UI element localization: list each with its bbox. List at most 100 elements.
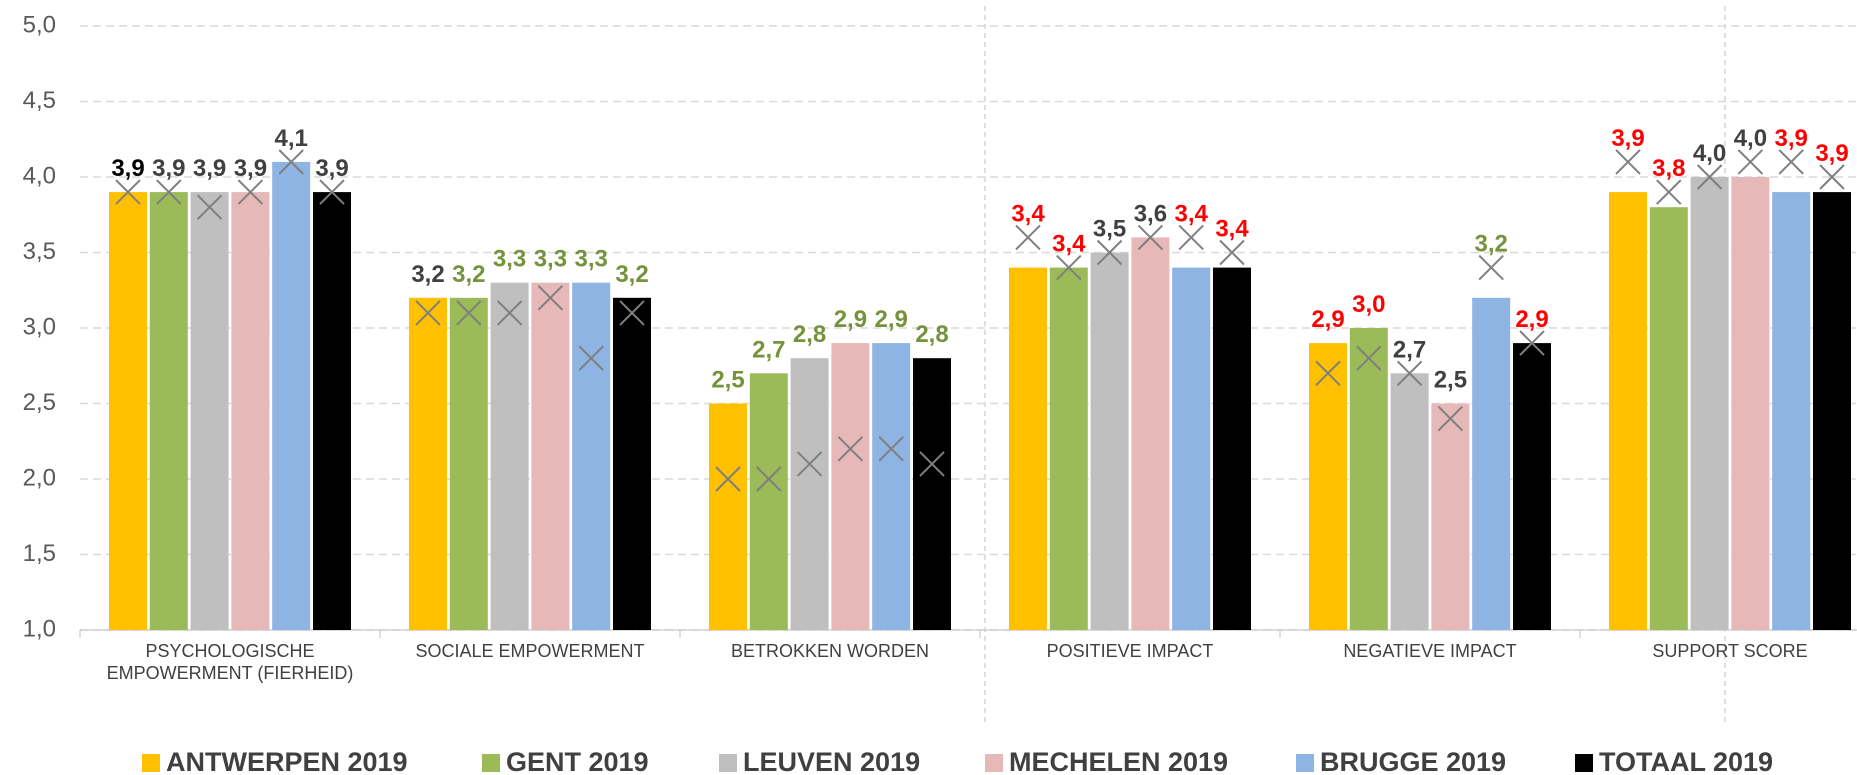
y-tick-label: 4,5 xyxy=(23,87,56,114)
marker xyxy=(1356,345,1382,371)
x-tick-label: BETROKKEN WORDEN xyxy=(730,641,930,661)
marker xyxy=(837,436,864,462)
bar xyxy=(109,192,147,630)
bar xyxy=(1690,177,1729,630)
value-label: 3,2 xyxy=(411,261,444,288)
bar xyxy=(709,403,747,630)
marker xyxy=(919,451,945,477)
marker xyxy=(1015,224,1041,251)
x-tick-label: SOCIALE EMPOWERMENT xyxy=(415,641,645,661)
value-label: 2,9 xyxy=(875,306,908,333)
bar xyxy=(409,297,447,630)
y-tick-label: 5,0 xyxy=(23,11,56,38)
y-tick-label: 1,5 xyxy=(23,540,56,567)
marker xyxy=(1137,224,1164,251)
legend-label: LEUVEN 2019 xyxy=(743,747,920,775)
marker xyxy=(1056,254,1082,281)
bar xyxy=(272,161,311,630)
value-label: 3,9 xyxy=(315,155,348,182)
marker xyxy=(496,300,523,326)
legend-swatch xyxy=(1575,754,1593,772)
value-label: 3,2 xyxy=(452,261,485,288)
legend-label: GENT 2019 xyxy=(506,747,649,775)
marker xyxy=(1778,149,1804,175)
bar xyxy=(1772,192,1811,630)
value-label: 3,2 xyxy=(615,261,648,288)
value-label: 2,9 xyxy=(1515,306,1548,333)
value-label: 2,5 xyxy=(711,367,744,394)
value-label: 3,4 xyxy=(1052,231,1086,258)
x-tick-label: PSYCHOLOGISCHE EMPOWERMENT (FIERHEID) xyxy=(106,641,354,683)
value-label: 3,4 xyxy=(1215,216,1249,243)
bar xyxy=(1349,328,1388,630)
bar xyxy=(790,358,829,630)
bar xyxy=(1649,207,1688,630)
x-tick-label: NEGATIEVE IMPACT xyxy=(1343,641,1517,661)
marker xyxy=(1519,330,1545,356)
marker xyxy=(1737,149,1764,175)
value-label: 3,9 xyxy=(152,155,185,182)
marker xyxy=(1478,254,1504,281)
bar xyxy=(231,192,270,630)
legend-label: BRUGGE 2019 xyxy=(1320,747,1506,775)
value-label: 3,5 xyxy=(1093,216,1126,243)
value-label: 3,9 xyxy=(1611,125,1644,152)
value-label: 3,9 xyxy=(111,155,144,182)
x-tick-label: SUPPORT SCORE xyxy=(1652,641,1808,661)
marker xyxy=(456,300,482,326)
marker xyxy=(796,451,823,477)
marker xyxy=(715,466,741,492)
bar xyxy=(1131,237,1170,630)
value-label: 2,9 xyxy=(1311,306,1344,333)
marker xyxy=(1096,239,1123,266)
value-label: 2,9 xyxy=(834,306,867,333)
value-label: 4,0 xyxy=(1693,140,1726,167)
value-label: 3,0 xyxy=(1352,291,1385,318)
value-label: 2,8 xyxy=(793,321,826,348)
bar xyxy=(1172,267,1211,630)
bar xyxy=(1731,177,1770,630)
marker xyxy=(756,466,782,492)
bar xyxy=(1813,192,1851,630)
value-label: 3,6 xyxy=(1134,200,1167,227)
value-label: 4,0 xyxy=(1734,125,1767,152)
bar xyxy=(613,297,651,630)
bar xyxy=(831,343,870,630)
marker xyxy=(1696,164,1723,190)
legend-swatch xyxy=(142,754,160,772)
value-label: 3,2 xyxy=(1475,231,1508,258)
value-label: 3,3 xyxy=(534,246,567,273)
bar xyxy=(1472,297,1511,630)
marker xyxy=(415,300,441,326)
legend-swatch xyxy=(1296,754,1314,772)
marker xyxy=(878,436,904,462)
marker xyxy=(237,179,264,205)
legend-swatch xyxy=(985,754,1003,772)
marker xyxy=(1819,164,1845,190)
value-label: 3,9 xyxy=(1775,125,1808,152)
marker xyxy=(156,179,182,205)
bar xyxy=(1213,267,1251,630)
marker xyxy=(1615,149,1641,175)
bar xyxy=(313,192,351,630)
y-tick-label: 3,0 xyxy=(23,313,56,340)
marker xyxy=(1315,360,1341,387)
y-tick-label: 2,5 xyxy=(23,389,56,416)
legend-swatch xyxy=(482,754,500,772)
y-tick-label: 1,0 xyxy=(23,615,56,642)
marker xyxy=(1396,360,1423,387)
bar xyxy=(913,358,951,630)
legend-swatch xyxy=(719,754,737,772)
value-label: 4,1 xyxy=(275,125,308,152)
value-label: 3,4 xyxy=(1011,200,1045,227)
bar xyxy=(872,343,911,630)
value-label: 3,8 xyxy=(1652,155,1685,182)
bar xyxy=(1390,373,1429,630)
marker xyxy=(115,179,141,205)
marker xyxy=(1219,239,1245,266)
bar xyxy=(490,282,529,630)
bar xyxy=(1431,403,1470,630)
bar xyxy=(1090,252,1129,630)
